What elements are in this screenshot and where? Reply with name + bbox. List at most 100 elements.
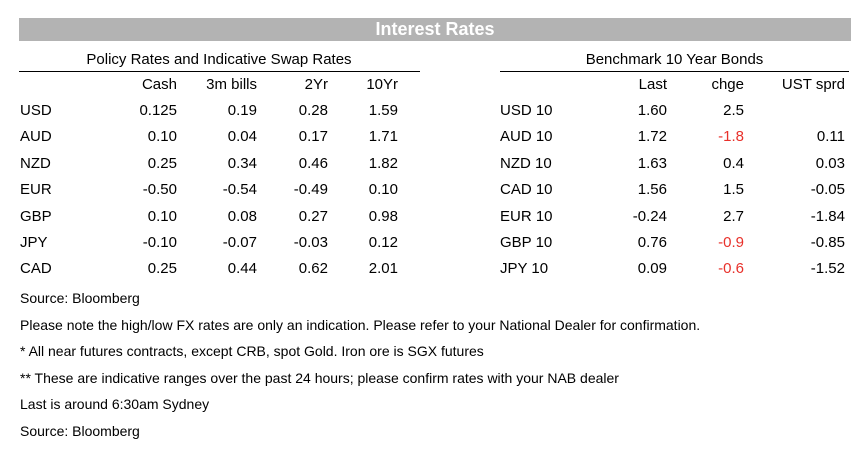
- table-cell: 1.5: [723, 181, 744, 199]
- policy-header-2yr: 2Yr: [304, 76, 328, 93]
- table-cell: -0.6: [718, 260, 744, 278]
- table-row: CAD 0.25 0.44 0.62 2.01: [20, 256, 398, 282]
- bonds-header-row: Last chge UST sprd: [500, 72, 845, 98]
- table-cell: -0.54: [222, 181, 257, 199]
- row-label: USD: [20, 102, 52, 119]
- table-cell: -0.85: [810, 234, 845, 252]
- table-cell: 0.62: [298, 260, 328, 278]
- policy-rates-underline: [19, 71, 420, 72]
- table-cell: 2.5: [723, 102, 744, 119]
- table-cell: 1.56: [637, 181, 667, 199]
- table-row: EUR -0.50 -0.54 -0.49 0.10: [20, 177, 398, 203]
- table-cell: -0.07: [222, 234, 257, 252]
- table-cell: -0.03: [293, 234, 328, 252]
- table-cell: 0.10: [147, 128, 177, 146]
- table-cell: -1.52: [810, 260, 845, 278]
- table-cell: 0.04: [227, 128, 257, 146]
- table-cell: -0.24: [632, 207, 667, 225]
- table-cell: 0.4: [723, 154, 744, 172]
- table-cell: -0.10: [142, 234, 177, 252]
- table-cell: -1.84: [810, 207, 845, 225]
- table-cell: 0.10: [147, 207, 177, 225]
- row-label: GBP: [20, 207, 52, 225]
- source-note: Source: Bloomberg: [20, 290, 140, 306]
- table-row: EUR 10 -0.24 2.7 -1.84: [500, 204, 845, 230]
- interest-rates-banner: Interest Rates: [19, 18, 851, 41]
- table-cell: 0.25: [147, 260, 177, 278]
- benchmark-bonds-underline: [500, 71, 849, 72]
- policy-header-currency: [20, 72, 81, 98]
- source-note-footer: Source: Bloomberg: [20, 423, 140, 439]
- table-cell: -0.9: [718, 234, 744, 252]
- row-label: CAD 10: [500, 181, 553, 199]
- bonds-header-chge: chge: [711, 76, 744, 93]
- table-row: GBP 10 0.76 -0.9 -0.85: [500, 230, 845, 256]
- row-label: EUR 10: [500, 207, 553, 225]
- table-cell: 0.12: [368, 234, 398, 252]
- table-row: JPY -0.10 -0.07 -0.03 0.12: [20, 230, 398, 256]
- table-cell: 0.19: [227, 102, 257, 119]
- table-cell: 0.125: [139, 102, 177, 119]
- benchmark-bonds-table: Last chge UST sprd USD 10 1.60 2.5 AUD 10 1.…: [500, 72, 845, 283]
- row-label: USD 10: [500, 102, 553, 119]
- table-cell: 0.03: [815, 154, 845, 172]
- benchmark-bonds-title: Benchmark 10 Year Bonds: [585, 51, 764, 68]
- row-label: JPY 10: [500, 260, 549, 278]
- table-cell: 0.27: [298, 207, 328, 225]
- table-cell: 0.44: [227, 260, 257, 278]
- policy-rates-table: Cash 3m bills 2Yr 10Yr USD 0.125 0.19 0.28 1…: [20, 72, 398, 283]
- table-cell: 0.11: [816, 128, 845, 146]
- row-label: CAD: [20, 260, 52, 278]
- bonds-header-last: Last: [638, 76, 667, 93]
- table-row: USD 0.125 0.19 0.28 1.59: [20, 98, 398, 124]
- indicative-ranges-note: ** These are indicative ranges over the …: [20, 370, 619, 386]
- bonds-header-name: [500, 72, 600, 98]
- policy-header-cash: Cash: [141, 76, 177, 93]
- table-cell: -0.49: [293, 181, 328, 199]
- table-row: AUD 0.10 0.04 0.17 1.71: [20, 124, 398, 150]
- table-cell: 2.01: [368, 260, 398, 278]
- row-label: NZD: [20, 154, 51, 172]
- table-cell: 0.34: [227, 154, 257, 172]
- table-cell: -0.05: [810, 181, 845, 199]
- row-label: GBP 10: [500, 234, 553, 252]
- policy-rates-header-row: Cash 3m bills 2Yr 10Yr: [20, 72, 398, 98]
- table-cell: 0.10: [368, 181, 398, 199]
- table-cell: 0.46: [298, 154, 328, 172]
- table-cell: 1.71: [368, 128, 398, 146]
- table-cell: -0.50: [142, 181, 177, 199]
- row-label: NZD 10: [500, 154, 552, 172]
- policy-header-10yr: 10Yr: [366, 76, 398, 93]
- table-row: NZD 10 1.63 0.4 0.03: [500, 151, 845, 177]
- table-cell: 1.60: [637, 102, 667, 119]
- table-cell: 0.76: [637, 234, 667, 252]
- table-cell: 1.59: [368, 102, 398, 119]
- table-cell: -1.8: [718, 128, 744, 146]
- table-cell: 0.09: [637, 260, 667, 278]
- table-cell: 0.28: [298, 102, 328, 119]
- table-row: NZD 0.25 0.34 0.46 1.82: [20, 151, 398, 177]
- table-row: JPY 10 0.09 -0.6 -1.52: [500, 256, 845, 282]
- policy-rates-title: Policy Rates and Indicative Swap Rates: [86, 51, 352, 68]
- timing-note: Last is around 6:30am Sydney: [20, 396, 210, 412]
- table-cell: 2.7: [723, 207, 744, 225]
- table-cell: 1.82: [368, 154, 398, 172]
- row-label: AUD: [20, 128, 52, 146]
- table-cell: 0.08: [227, 207, 257, 225]
- table-row: USD 10 1.60 2.5: [500, 98, 845, 124]
- table-cell: 0.17: [298, 128, 328, 146]
- table-cell: 1.72: [637, 128, 667, 146]
- fx-disclaimer-note: Please note the high/low FX rates are on…: [20, 317, 701, 333]
- policy-header-3m-bills: 3m bills: [206, 76, 257, 93]
- table-cell: 1.63: [637, 154, 667, 172]
- table-cell: 0.98: [368, 207, 398, 225]
- table-row: AUD 10 1.72 -1.8 0.11: [500, 124, 845, 150]
- table-cell: [744, 98, 845, 124]
- table-cell: 0.25: [147, 154, 177, 172]
- row-label: JPY: [20, 234, 48, 252]
- table-row: GBP 0.10 0.08 0.27 0.98: [20, 204, 398, 230]
- row-label: EUR: [20, 181, 52, 199]
- row-label: AUD 10: [500, 128, 553, 146]
- table-row: CAD 10 1.56 1.5 -0.05: [500, 177, 845, 203]
- bonds-header-ust-sprd: UST sprd: [781, 76, 845, 93]
